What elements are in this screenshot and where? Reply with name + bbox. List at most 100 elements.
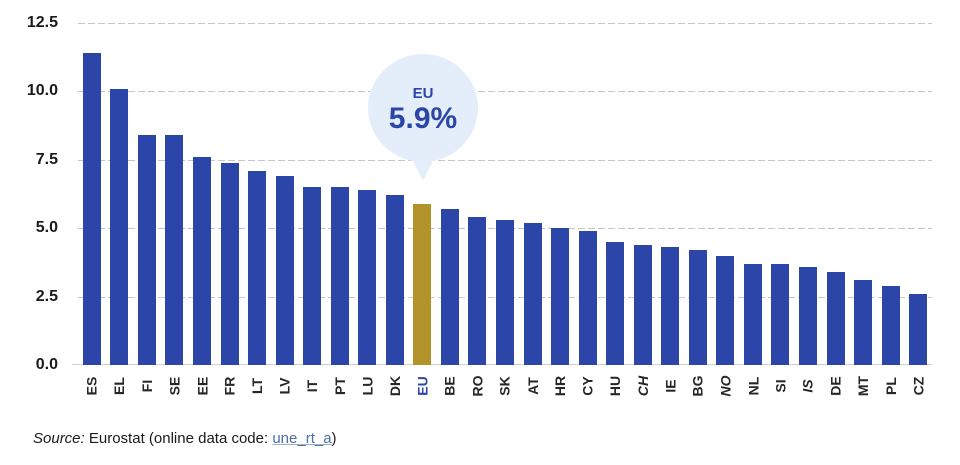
y-tick-label-10.0: 10.0 [26, 82, 58, 100]
x-label-slot-RO: RO [464, 367, 492, 405]
x-label-DE: DE [827, 376, 844, 396]
x-label-PT: PT [331, 377, 348, 395]
x-label-EL: EL [111, 377, 128, 395]
x-label-slot-LV: LV [271, 367, 299, 405]
y-tick-label-7.5: 7.5 [35, 150, 58, 168]
source-label: Source: [33, 430, 85, 447]
bar-column-AT [519, 23, 547, 365]
x-label-LV: LV [276, 377, 293, 395]
x-label-PL: PL [882, 377, 899, 395]
gridline-10 [78, 91, 932, 93]
x-label-FR: FR [221, 376, 238, 396]
eu-callout-bubble: EU 5.9% [368, 54, 478, 162]
bar-BG [688, 250, 707, 365]
bar-ES [82, 53, 101, 365]
x-label-NO: NO [717, 375, 734, 397]
x-label-BG: BG [689, 375, 706, 397]
bar-column-SE [161, 23, 189, 365]
gridline-7.5 [78, 159, 932, 161]
bar-CH [633, 244, 652, 365]
x-label-slot-BE: BE [436, 367, 464, 405]
x-label-LT: LT [249, 377, 266, 395]
bar-column-BE [436, 23, 464, 365]
x-label-slot-IS: IS [794, 367, 822, 405]
bar-IT [303, 187, 322, 365]
plot-area [72, 23, 932, 365]
x-label-HR: HR [552, 375, 569, 397]
bar-SE [165, 135, 184, 365]
x-label-LU: LU [359, 376, 376, 396]
bar-PT [330, 187, 349, 365]
x-label-CZ: CZ [910, 376, 927, 396]
x-label-slot-BG: BG [684, 367, 712, 405]
bar-IE [661, 247, 680, 365]
bar-CZ [909, 293, 928, 365]
bar-column-IS [794, 23, 822, 365]
x-label-HU: HU [607, 375, 624, 397]
bar-column-LU [353, 23, 381, 365]
bar-column-LV [271, 23, 299, 365]
x-label-slot-LU: LU [353, 367, 381, 405]
x-label-slot-DE: DE [822, 367, 850, 405]
x-label-FI: FI [138, 379, 155, 393]
bars-container [78, 23, 932, 365]
eu-callout-value: 5.9% [388, 101, 458, 135]
x-label-IS: IS [799, 379, 816, 393]
x-label-slot-ES: ES [78, 367, 106, 405]
bar-FI [137, 135, 156, 365]
x-label-CH: CH [634, 375, 651, 397]
x-label-slot-IE: IE [656, 367, 684, 405]
x-label-CY: CY [579, 376, 596, 396]
bar-column-NO [712, 23, 740, 365]
bar-column-HR [546, 23, 574, 365]
x-label-slot-AT: AT [519, 367, 547, 405]
bar-IS [798, 266, 817, 365]
x-label-slot-FI: FI [133, 367, 161, 405]
bar-BE [440, 209, 459, 365]
eu-callout-tail [410, 155, 436, 181]
x-axis-labels: ES EL FI SE EE FR LT LV IT PT LU DK EU BE RO SK AT HR CY HU… [78, 367, 932, 405]
x-label-BE: BE [441, 376, 458, 396]
bar-column-PL [877, 23, 905, 365]
bar-column-BG [684, 23, 712, 365]
bar-LV [275, 176, 294, 365]
bar-column-IE [656, 23, 684, 365]
bar-column-SI [767, 23, 795, 365]
bar-column-ES [78, 23, 106, 365]
bar-column-IT [298, 23, 326, 365]
x-label-slot-SE: SE [161, 367, 189, 405]
bar-column-FI [133, 23, 161, 365]
bar-column-PT [326, 23, 354, 365]
bar-MT [854, 280, 873, 365]
bar-RO [468, 217, 487, 365]
gridline-12.5 [78, 23, 932, 24]
x-label-slot-SK: SK [491, 367, 519, 405]
bar-column-DK [381, 23, 409, 365]
y-axis: 0.0 2.5 5.0 7.5 10.0 12.5 [0, 14, 66, 373]
x-label-slot-PL: PL [877, 367, 905, 405]
x-label-slot-HR: HR [546, 367, 574, 405]
y-tick-label-5.0: 5.0 [35, 219, 58, 237]
bar-PL [881, 285, 900, 365]
x-label-slot-SI: SI [767, 367, 795, 405]
bar-DK [385, 195, 404, 365]
x-label-slot-NO: NO [712, 367, 740, 405]
source-text: Eurostat (online data code: [84, 430, 273, 447]
y-tick-label-0.0: 0.0 [35, 356, 58, 373]
data-code-link[interactable]: une_rt_a [272, 430, 332, 447]
x-label-slot-PT: PT [326, 367, 354, 405]
bar-AT [523, 222, 542, 365]
bar-CY [578, 230, 597, 365]
x-label-slot-EU: EU [409, 367, 437, 405]
bar-column-CH [629, 23, 657, 365]
bar-column-DE [822, 23, 850, 365]
bar-DE [826, 271, 845, 365]
x-label-SK: SK [496, 376, 513, 396]
bar-NO [716, 255, 735, 365]
x-label-slot-HU: HU [601, 367, 629, 405]
bar-column-CZ [904, 23, 932, 365]
bar-column-EE [188, 23, 216, 365]
x-label-SI: SI [772, 379, 789, 393]
x-label-slot-FR: FR [216, 367, 244, 405]
x-label-slot-EE: EE [188, 367, 216, 405]
